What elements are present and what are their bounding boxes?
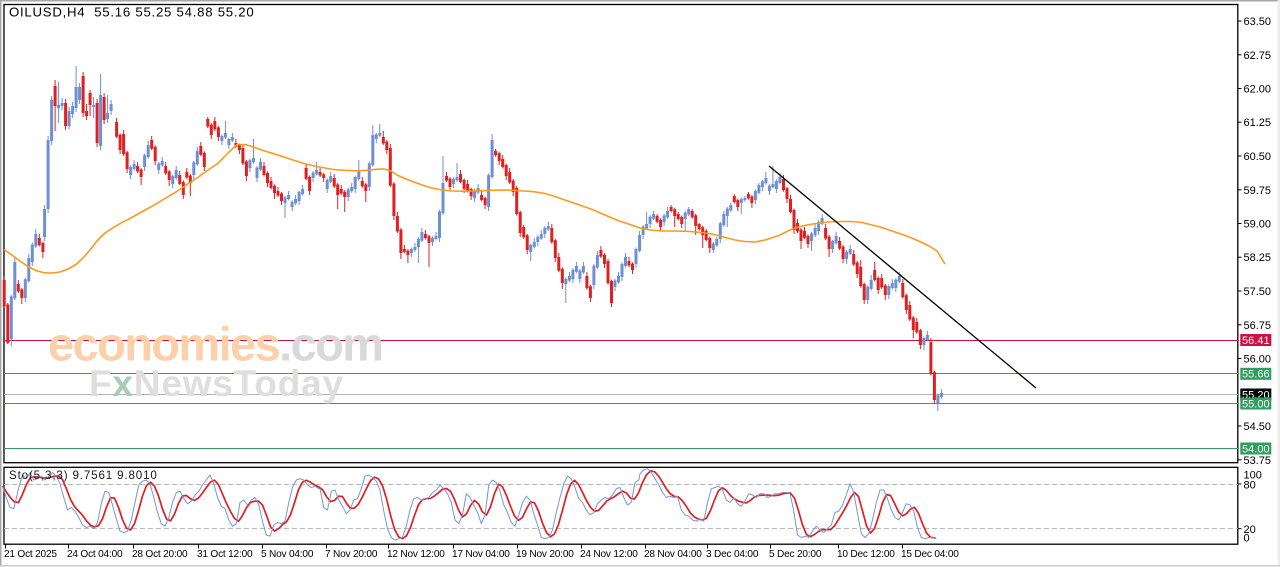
svg-text:24 Nov 12:00: 24 Nov 12:00	[580, 549, 638, 560]
svg-text:5 Nov 04:00: 5 Nov 04:00	[261, 549, 314, 560]
svg-text:0: 0	[1244, 533, 1250, 545]
svg-text:54.00: 54.00	[1242, 443, 1270, 455]
svg-text:59.75: 59.75	[1244, 185, 1272, 197]
svg-text:12 Nov 12:00: 12 Nov 12:00	[387, 549, 445, 560]
svg-text:62.75: 62.75	[1244, 50, 1272, 62]
svg-text:3 Dec 04:00: 3 Dec 04:00	[706, 549, 759, 560]
svg-text:7 Nov 20:00: 7 Nov 20:00	[325, 549, 378, 560]
svg-text:28 Oct 20:00: 28 Oct 20:00	[132, 549, 188, 560]
svg-text:56.41: 56.41	[1242, 335, 1270, 347]
svg-text:21 Oct 2025: 21 Oct 2025	[4, 549, 57, 560]
svg-text:Sto(5,3,3) 9.7561 9.8010: Sto(5,3,3) 9.7561 9.8010	[9, 469, 158, 482]
svg-text:57.50: 57.50	[1244, 286, 1272, 298]
svg-text:FxNewsToday: FxNewsToday	[89, 363, 344, 404]
svg-text:55.00: 55.00	[1242, 398, 1270, 410]
svg-text:53.75: 53.75	[1244, 455, 1272, 467]
svg-text:24 Oct 04:00: 24 Oct 04:00	[67, 549, 123, 560]
svg-text:economies.com: economies.com	[48, 318, 382, 371]
svg-text:54.50: 54.50	[1244, 421, 1272, 433]
svg-text:59.00: 59.00	[1244, 219, 1272, 231]
svg-text:60.50: 60.50	[1244, 151, 1272, 163]
svg-text:55.66: 55.66	[1242, 369, 1270, 381]
svg-text:80: 80	[1244, 479, 1256, 491]
svg-text:5 Dec 20:00: 5 Dec 20:00	[769, 549, 822, 560]
svg-text:56.75: 56.75	[1244, 320, 1272, 332]
svg-text:15 Dec 04:00: 15 Dec 04:00	[901, 549, 959, 560]
svg-text:56.00: 56.00	[1244, 354, 1272, 366]
svg-text:63.50: 63.50	[1244, 16, 1272, 28]
svg-text:17 Nov 04:00: 17 Nov 04:00	[452, 549, 510, 560]
svg-text:20: 20	[1244, 524, 1256, 536]
svg-text:19 Nov 20:00: 19 Nov 20:00	[516, 549, 574, 560]
svg-text:62.00: 62.00	[1244, 84, 1272, 96]
svg-text:28 Nov 04:00: 28 Nov 04:00	[644, 549, 702, 560]
svg-text:10 Dec 12:00: 10 Dec 12:00	[837, 549, 895, 560]
svg-text:61.25: 61.25	[1244, 117, 1272, 129]
svg-text:31 Oct 12:00: 31 Oct 12:00	[197, 549, 253, 560]
svg-text:OILUSD,H4 55.16 55.25 54.88 5: OILUSD,H4 55.16 55.25 54.88 55.20	[9, 5, 254, 20]
svg-text:100: 100	[1244, 470, 1262, 482]
svg-text:58.25: 58.25	[1244, 252, 1272, 264]
